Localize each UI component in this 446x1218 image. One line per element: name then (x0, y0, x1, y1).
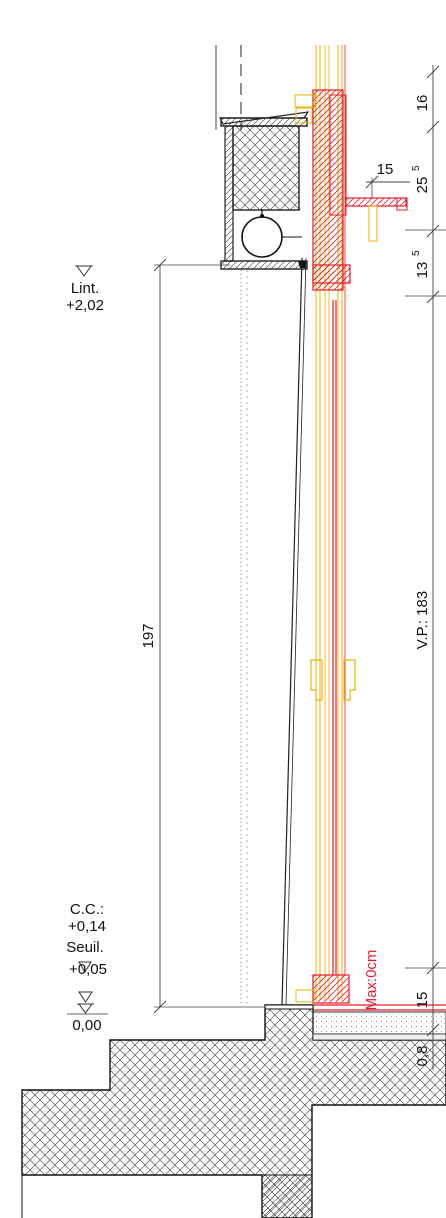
threshold-note: Max:0cm (363, 950, 380, 1011)
projection-15-label: 15 (377, 161, 394, 178)
dim-0-8: 0,8 (414, 1046, 431, 1067)
interior-wall-reveal (215, 45, 248, 1005)
floor-level-value: 0,00 (72, 1017, 101, 1034)
clear-height-label: C.C.: (70, 901, 104, 918)
clear-height-value: +0,14 (68, 918, 106, 935)
right-dimension-chain (405, 65, 446, 1070)
window-hardware (310, 659, 356, 701)
projection-dimension (365, 175, 410, 198)
dim-25: 25 (414, 177, 431, 194)
floor-slab (21, 1004, 446, 1218)
opening-height-label: 197 (140, 623, 157, 648)
window-sill-frame (295, 974, 446, 1011)
opening-height-dimension (153, 258, 265, 1014)
sill-level-value: +0,05 (69, 961, 107, 978)
shutter-box (219, 111, 310, 270)
lintel-level-value: +2,02 (66, 297, 104, 314)
window-head-frame (294, 89, 408, 291)
visible-passage-label: V.P.: 183 (414, 591, 431, 649)
dim-16: 16 (414, 95, 431, 112)
lintel-level-label: Lint. (71, 280, 99, 297)
dim-13-sup: 5 (411, 250, 422, 256)
roller-shutter-icon (241, 209, 302, 258)
dim-13: 13 (414, 262, 431, 279)
level-marker-icon (77, 991, 94, 1014)
dim-bottom-15: 15 (414, 992, 431, 1009)
level-marker-icon (78, 961, 92, 973)
sill-level-label: Seuil. (66, 939, 104, 956)
shutter-curtain (281, 257, 307, 1006)
dim-25-sup: 5 (411, 165, 422, 171)
level-marker-icon (75, 265, 93, 277)
